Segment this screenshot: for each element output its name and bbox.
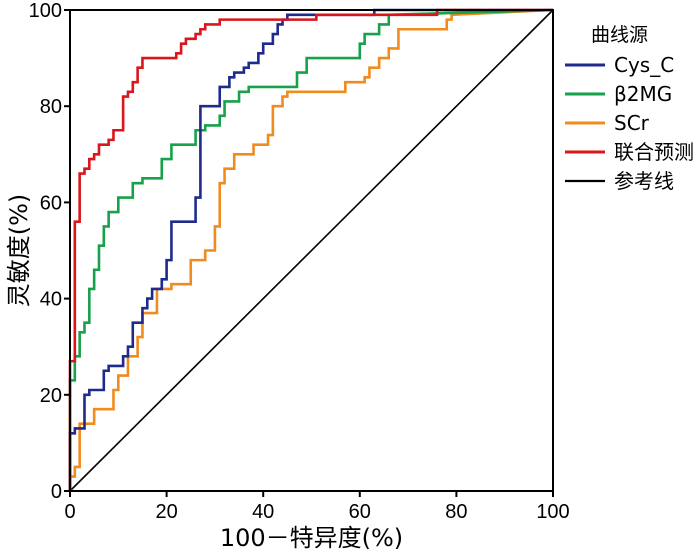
y-tick-label: 20 <box>40 385 62 407</box>
legend-label: 参考线 <box>614 169 674 193</box>
y-tick-label: 100 <box>29 0 62 22</box>
y-axis-title: 灵敏度(%) <box>5 194 33 308</box>
legend-label: 联合预测 <box>614 140 694 164</box>
y-tick-label: 60 <box>40 192 62 214</box>
y-tick-label: 80 <box>40 96 62 118</box>
y-tick-label: 40 <box>40 289 62 311</box>
y-tick-label: 0 <box>51 481 62 503</box>
plot-frame <box>69 9 554 492</box>
x-tick-label: 40 <box>252 501 274 523</box>
x-axis-title: 100－特异度(%) <box>220 524 403 551</box>
series-line-2 <box>68 8 554 491</box>
legend-label: β2MG <box>614 82 672 106</box>
x-tick-label: 80 <box>445 501 467 523</box>
x-tick-label: 0 <box>64 501 75 523</box>
legend-label: SCr <box>614 111 650 135</box>
series-lines <box>68 8 554 492</box>
legend-title: 曲线源 <box>591 24 648 46</box>
series-line-4 <box>68 8 553 491</box>
series-line-1 <box>68 8 553 491</box>
series-line-3 <box>68 8 554 491</box>
x-tick-label: 20 <box>155 501 177 523</box>
series-line-5 <box>69 9 554 492</box>
axis-ticks: 0 20 40 60 80 100 0 20 40 60 80 100 <box>29 0 570 523</box>
x-tick-label: 100 <box>536 501 569 523</box>
x-tick-label: 60 <box>349 501 371 523</box>
legend-label: Cys_C <box>614 53 674 77</box>
